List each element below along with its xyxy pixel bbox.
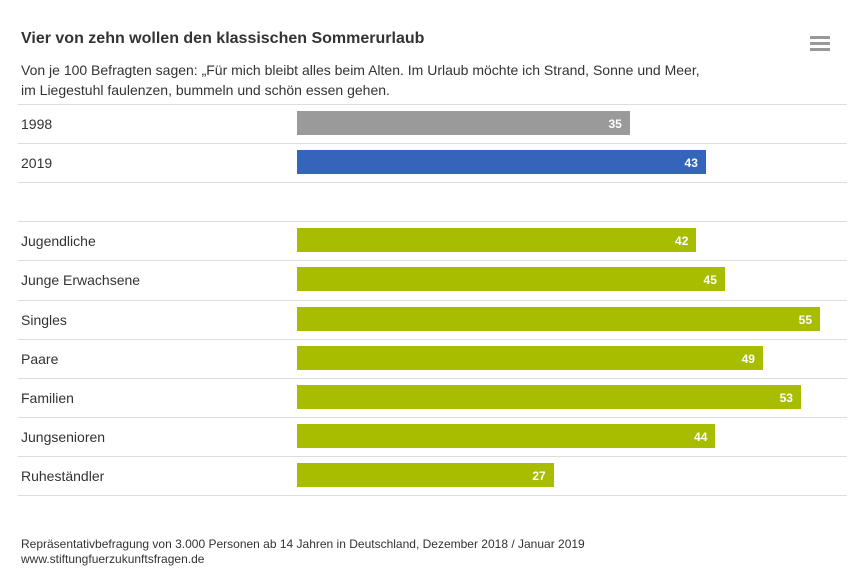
category-label: Junge Erwachsene — [21, 272, 141, 289]
data-label: 49 — [741, 351, 755, 366]
hamburger-menu-icon[interactable] — [810, 36, 830, 52]
bar[interactable] — [297, 384, 801, 409]
bar[interactable] — [297, 423, 716, 448]
category-label: Singles — [21, 311, 67, 328]
data-label: 27 — [532, 468, 546, 483]
category-label: Ruheständler — [21, 467, 105, 484]
row-divider — [18, 456, 847, 457]
category-label: 2019 — [21, 155, 53, 172]
chart-subtitle: Von je 100 Befragten sagen: „Für mich bl… — [21, 60, 801, 100]
chart-title: Vier von zehn wollen den klassischen Som… — [21, 30, 425, 47]
row-divider — [18, 221, 847, 222]
row-divider — [18, 495, 847, 496]
subtitle-line: Von je 100 Befragten sagen: „Für mich bl… — [21, 62, 700, 78]
row-divider — [18, 378, 847, 379]
data-label: 44 — [694, 429, 708, 444]
row-divider — [18, 417, 847, 418]
bar[interactable] — [297, 111, 630, 135]
subtitle-line: im Liegestuhl faulenzen, bummeln und sch… — [21, 82, 390, 98]
bar[interactable] — [297, 306, 820, 331]
row-divider — [18, 182, 847, 183]
row-divider — [18, 339, 847, 340]
bar[interactable] — [297, 267, 725, 292]
category-label: 1998 — [21, 116, 53, 132]
data-label: 53 — [779, 390, 793, 405]
bar[interactable] — [297, 228, 697, 253]
data-label: 35 — [608, 117, 622, 131]
data-label: 42 — [675, 234, 689, 249]
footer: Repräsentativbefragung von 3.000 Persone… — [21, 537, 585, 567]
data-label: 55 — [798, 312, 812, 327]
row-divider — [18, 300, 847, 301]
source-url[interactable]: www.stiftungfuerzukunftsfragen.de — [21, 552, 205, 566]
bar[interactable] — [297, 345, 763, 370]
bar[interactable] — [297, 150, 706, 175]
data-label: 45 — [703, 273, 717, 288]
data-label: 43 — [684, 156, 698, 171]
category-label: Paare — [21, 350, 59, 367]
row-divider — [18, 104, 847, 105]
row-divider — [18, 143, 847, 144]
category-label: Jugendliche — [21, 233, 96, 250]
category-label: Familien — [21, 389, 74, 406]
bar[interactable] — [297, 462, 554, 487]
category-label: Jungsenioren — [21, 428, 106, 445]
row-divider — [18, 260, 847, 261]
source-note: Repräsentativbefragung von 3.000 Persone… — [21, 537, 585, 551]
